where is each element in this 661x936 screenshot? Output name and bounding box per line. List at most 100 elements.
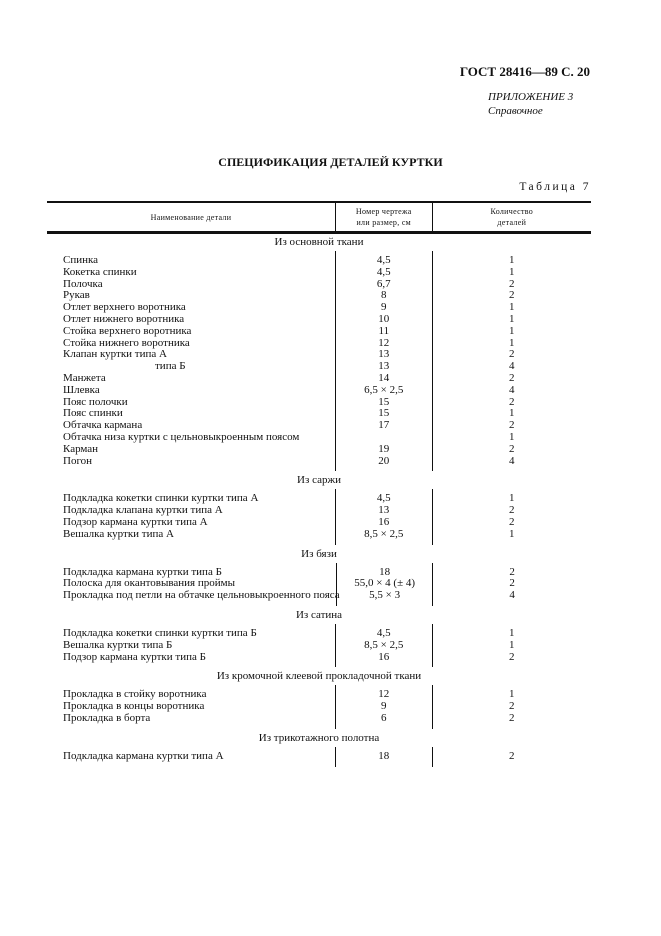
cell-name: Вешалка куртки типа А <box>63 527 174 540</box>
cell-name: Подкладка кокетки спинки куртки типа А <box>63 492 259 505</box>
cell-name: Подкладка кармана куртки типа А <box>63 749 224 762</box>
name-column: Спинка Кокетка спинки Полочка Рукав Отлет ве… <box>47 251 335 471</box>
section-rows: Подкладка кармана куртки типа А 18 2 <box>47 746 591 767</box>
cell-name: Кокетка спинки <box>63 265 137 278</box>
cell-number: 16 <box>378 650 390 663</box>
column-header-number: Номер чертежа или размер, см <box>334 203 432 231</box>
cell-name: Подкладка кармана куртки типа Б <box>63 565 222 578</box>
number-column: 12 9 6 <box>334 685 432 729</box>
cell-qty: 2 <box>509 348 515 361</box>
cell-number: 6,7 <box>376 277 391 290</box>
cell-number: 12 <box>378 688 390 701</box>
cell-number: 4,5 <box>376 492 391 505</box>
cell-number: 20 <box>378 454 390 467</box>
column-header-name: Наименование детали <box>150 212 232 222</box>
cell-qty: 2 <box>509 577 515 590</box>
table-header: Наименование детали Номер чертежа или раз… <box>47 201 591 234</box>
cell-qty: 2 <box>509 277 515 290</box>
number-column: 18 55,0 × 4 (± 4) 5,5 × 3 <box>336 562 432 606</box>
cell-name: Прокладка в стойку воротника <box>63 688 207 701</box>
section-rows: Прокладка в стойку воротника Прокладка в … <box>47 685 591 729</box>
cell-name: Обтачка низа куртки с цельновыкроенным п… <box>63 430 300 443</box>
cell-name: Подкладка клапана куртки типа А <box>63 504 223 517</box>
cell-name: Шлевка <box>63 383 100 396</box>
qty-column: 2 <box>431 746 591 767</box>
name-column: Прокладка в стойку воротника Прокладка в … <box>47 685 335 728</box>
cell-qty: 2 <box>509 515 515 528</box>
cell-name: Прокладка под петли на обтачке цельновык… <box>63 589 340 602</box>
cell-name: Подкладка кокетки спинки куртки типа Б <box>63 626 257 639</box>
cell-name: Пояс спинки <box>63 407 123 420</box>
cell-number: 15 <box>378 407 390 420</box>
cell-qty: 2 <box>509 289 515 302</box>
section-heading: Из кромочной клеевой прокладочной ткани <box>216 670 422 683</box>
cell-name: Манжета <box>63 371 106 384</box>
cell-number: 10 <box>378 312 390 325</box>
cell-name: Обтачка кармана <box>63 419 143 432</box>
cell-qty: 1 <box>509 527 515 540</box>
cell-name: Стойка верхнего воротника <box>63 324 192 337</box>
cell-qty: 2 <box>509 700 515 713</box>
cell-qty: 2 <box>509 442 515 455</box>
cell-number: 6 <box>381 711 387 724</box>
appendix-block: ПРИЛОЖЕНИЕ 3 Справочное <box>488 90 573 118</box>
cell-qty: 1 <box>509 336 515 349</box>
cell-number: 18 <box>378 749 390 762</box>
section-heading: Из саржи <box>297 474 341 487</box>
cell-qty: 2 <box>509 711 515 724</box>
cell-number: 13 <box>378 504 390 517</box>
section-rows: Подкладка кармана куртки типа Б Полоска д… <box>47 562 591 606</box>
cell-qty: 1 <box>509 638 515 651</box>
cell-name: Карман <box>63 442 99 455</box>
cell-number: 17 <box>378 419 390 432</box>
name-column: Подкладка кармана куртки типа Б Полоска д… <box>47 563 340 606</box>
cell-name: Стойка нижнего воротника <box>63 336 190 349</box>
table-label: Таблица 7 <box>519 181 591 193</box>
section-heading: Из трикотажного полотна <box>258 731 380 744</box>
cell-qty: 2 <box>509 504 515 517</box>
number-column: 4,5 13 16 8,5 × 2,5 <box>334 489 432 545</box>
section-rows: Подкладка кокетки спинки куртки типа Б Ве… <box>47 623 591 668</box>
cell-number: 4,5 <box>376 254 391 266</box>
appendix-note: Справочное <box>488 105 543 117</box>
cell-qty: 1 <box>509 312 515 325</box>
cell-qty: 4 <box>509 383 515 396</box>
cell-name: Пояс полочки <box>63 395 128 408</box>
cell-qty: 1 <box>509 626 515 639</box>
cell-qty: 2 <box>509 371 515 384</box>
appendix-label: ПРИЛОЖЕНИЕ 3 <box>488 91 574 103</box>
column-header-qty: Количество деталей <box>431 203 591 231</box>
cell-number: 18 <box>379 565 391 578</box>
cell-number <box>336 432 432 444</box>
cell-name: Подзор кармана куртки типа А <box>63 515 208 528</box>
cell-qty: 4 <box>509 589 515 602</box>
cell-number: 9 <box>381 301 387 314</box>
page-title: СПЕЦИФИКАЦИЯ ДЕТАЛЕЙ КУРТКИ <box>218 155 443 169</box>
cell-qty: 1 <box>509 492 515 505</box>
cell-number: 11 <box>378 324 390 337</box>
name-column: Подкладка кокетки спинки куртки типа А По… <box>47 489 335 544</box>
cell-number: 13 <box>378 360 390 373</box>
cell-number: 12 <box>378 336 390 349</box>
name-column: Подкладка кокетки спинки куртки типа Б Ве… <box>47 624 335 667</box>
cell-qty: 2 <box>509 395 515 408</box>
number-column: 18 <box>334 746 432 767</box>
cell-name: Погон <box>63 454 93 467</box>
cell-qty: 1 <box>509 301 515 314</box>
cell-name: Полоска для окантовывания проймы <box>63 577 235 590</box>
cell-qty: 2 <box>509 565 515 578</box>
name-column: Подкладка кармана куртки типа А <box>47 747 335 767</box>
standard-header: ГОСТ 28416—89 С. 20 <box>459 64 590 79</box>
cell-qty: 2 <box>509 419 515 432</box>
cell-number: 13 <box>378 348 390 361</box>
cell-qty: 1 <box>509 688 515 701</box>
cell-qty: 1 <box>509 430 515 443</box>
cell-name: Подзор кармана куртки типа Б <box>63 650 206 663</box>
section-heading: Из основной ткани <box>274 236 364 248</box>
